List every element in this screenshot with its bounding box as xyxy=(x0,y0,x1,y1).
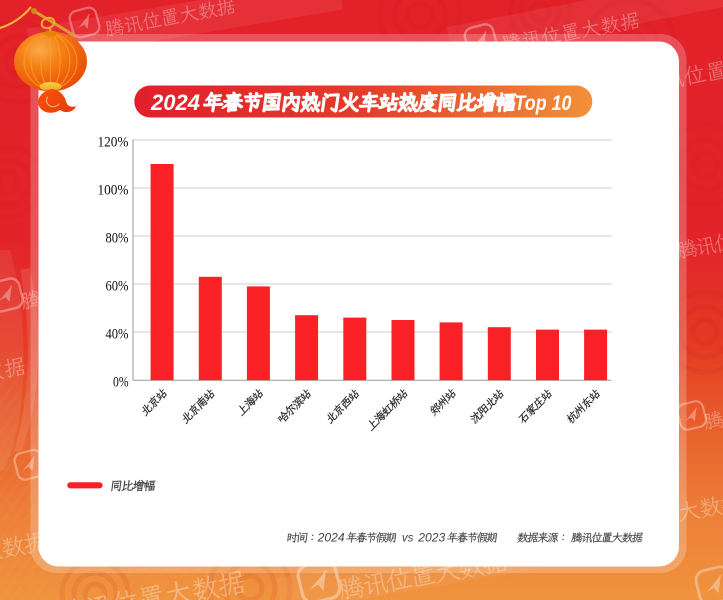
svg-text:2024: 2024 xyxy=(317,531,345,545)
svg-text:Top 10: Top 10 xyxy=(515,92,572,115)
svg-text:120%: 120% xyxy=(98,135,129,151)
svg-text:40%: 40% xyxy=(106,327,129,343)
svg-text:2024: 2024 xyxy=(150,90,200,115)
svg-text:80%: 80% xyxy=(106,231,129,247)
svg-text:2023: 2023 xyxy=(417,531,445,545)
svg-text:vs: vs xyxy=(402,531,414,545)
svg-text:100%: 100% xyxy=(98,183,129,199)
svg-text:0%: 0% xyxy=(113,375,129,391)
svg-text:60%: 60% xyxy=(106,279,129,295)
